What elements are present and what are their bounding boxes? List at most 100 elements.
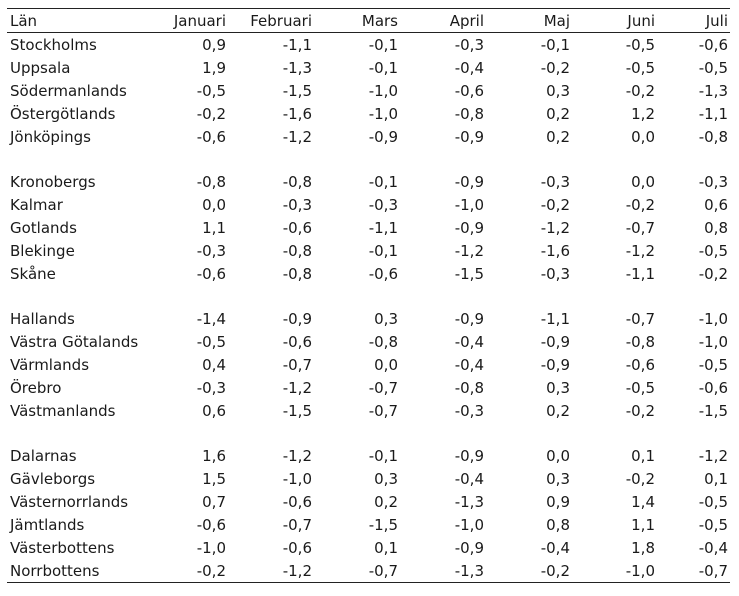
value-cell: -0,6 [196,264,226,283]
value-cell: -0,2 [625,81,655,100]
lan-name-cell: Uppsala [10,58,71,77]
value-cell: -0,2 [698,264,728,283]
value-cell: -1,3 [698,81,728,100]
value-cell: -0,9 [540,332,570,351]
value-cell: 0,8 [546,515,570,534]
spacer-cell [7,285,730,307]
value-cell: -0,2 [540,195,570,214]
lan-name-cell: Stockholms [10,35,97,54]
value-cell: -0,1 [540,35,570,54]
value-cell: -1,1 [540,309,570,328]
value-cell: -0,7 [282,515,312,534]
value-cell: -1,6 [540,241,570,260]
value-cell: -1,2 [282,378,312,397]
value-cell: -0,9 [454,538,484,557]
value-cell: -1,0 [698,332,728,351]
table-row: Västerbottens -1,0 -0,6 0,1 -0,9 -0,4 1,8 -0,4 [7,536,730,559]
value-cell: -0,4 [454,58,484,77]
value-cell: -0,6 [196,515,226,534]
value-cell: -0,4 [454,332,484,351]
column-header-month: Juni [627,11,655,30]
value-cell: 0,2 [546,127,570,146]
table-row: Norrbottens -0,2 -1,2 -0,7 -1,3 -0,2 -1,0 -0,7 [7,559,730,583]
value-cell: -0,6 [454,81,484,100]
value-cell: 1,1 [631,515,655,534]
lan-name-cell: Västernorrlands [10,492,129,511]
value-cell: -0,9 [454,172,484,191]
value-cell: -0,6 [196,127,226,146]
value-cell: 0,0 [374,355,398,374]
value-cell: 0,6 [704,195,728,214]
value-cell: -0,8 [282,172,312,191]
header-row: Län Januari Februari Mars April Maj Juni… [7,8,730,33]
lan-name-cell: Örebro [10,378,62,397]
value-cell: -0,6 [368,264,398,283]
value-cell: -1,3 [282,58,312,77]
county-monthly-table: Län Januari Februari Mars April Maj Juni… [7,8,730,583]
value-cell: -1,2 [625,241,655,260]
value-cell: 0,8 [704,218,728,237]
value-cell: -1,1 [698,104,728,123]
value-cell: 0,0 [202,195,226,214]
table-row: Värmlands 0,4 -0,7 0,0 -0,4 -0,9 -0,6 -0,5 [7,353,730,376]
value-cell: -1,6 [282,104,312,123]
value-cell: 0,7 [202,492,226,511]
data-table-container: Län Januari Februari Mars April Maj Juni… [7,8,730,583]
column-header-month: Februari [250,11,312,30]
value-cell: 0,2 [546,104,570,123]
value-cell: 0,0 [631,127,655,146]
value-cell: -0,5 [698,58,728,77]
value-cell: -1,5 [368,515,398,534]
value-cell: -0,9 [454,446,484,465]
value-cell: -0,6 [698,35,728,54]
value-cell: -0,7 [368,401,398,420]
spacer-cell [7,148,730,170]
value-cell: -1,5 [282,401,312,420]
column-header-month: Mars [361,11,398,30]
value-cell: 0,9 [546,492,570,511]
table-row: Örebro -0,3 -1,2 -0,7 -0,8 0,3 -0,5 -0,6 [7,376,730,399]
value-cell: -0,8 [282,264,312,283]
value-cell: -1,2 [282,127,312,146]
value-cell: -1,0 [282,469,312,488]
value-cell: -0,8 [698,127,728,146]
value-cell: 1,8 [631,538,655,557]
value-cell: -0,8 [454,378,484,397]
value-cell: -0,7 [698,561,728,580]
group-spacer [7,422,730,444]
value-cell: -1,2 [698,446,728,465]
value-cell: 1,4 [631,492,655,511]
value-cell: -0,7 [282,355,312,374]
value-cell: 1,9 [202,58,226,77]
value-cell: -0,8 [282,241,312,260]
value-cell: -0,1 [368,58,398,77]
value-cell: 0,1 [631,446,655,465]
value-cell: -0,3 [282,195,312,214]
value-cell: -0,2 [625,195,655,214]
value-cell: -0,1 [368,172,398,191]
value-cell: -1,2 [282,561,312,580]
value-cell: -0,3 [698,172,728,191]
value-cell: -1,0 [625,561,655,580]
table-row: Dalarnas 1,6 -1,2 -0,1 -0,9 0,0 0,1 -1,2 [7,444,730,467]
value-cell: -1,0 [368,104,398,123]
value-cell: -0,6 [282,332,312,351]
lan-name-cell: Gotlands [10,218,77,237]
table-header: Län Januari Februari Mars April Maj Juni… [7,8,730,33]
lan-name-cell: Västerbottens [10,538,115,557]
table-row: Östergötlands -0,2 -1,6 -1,0 -0,8 0,2 1,2 -1,1 [7,102,730,125]
table-row: Uppsala 1,9 -1,3 -0,1 -0,4 -0,2 -0,5 -0,5 [7,56,730,79]
value-cell: -0,9 [368,127,398,146]
lan-name-cell: Värmlands [10,355,90,374]
value-cell: -0,6 [282,538,312,557]
value-cell: 0,9 [202,35,226,54]
value-cell: -0,3 [454,35,484,54]
value-cell: -0,5 [625,35,655,54]
value-cell: -0,5 [698,492,728,511]
value-cell: -0,2 [625,401,655,420]
value-cell: -0,1 [368,241,398,260]
value-cell: 0,4 [202,355,226,374]
value-cell: -0,3 [368,195,398,214]
value-cell: -0,5 [625,378,655,397]
value-cell: -1,0 [698,309,728,328]
